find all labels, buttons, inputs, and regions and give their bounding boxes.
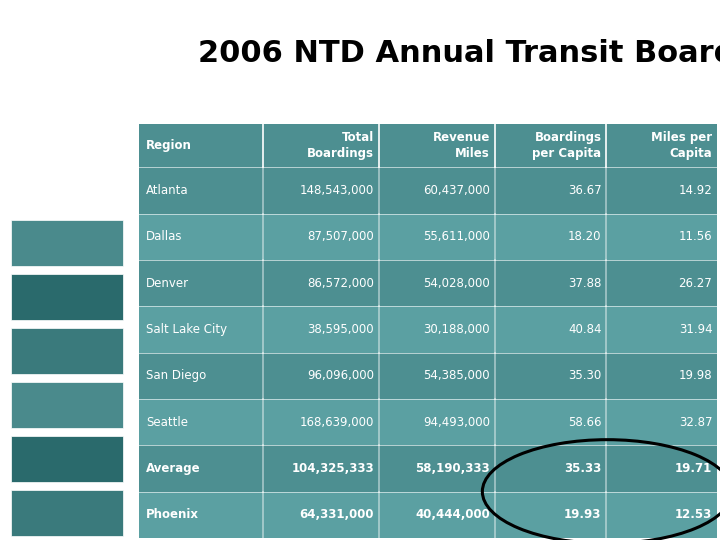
Text: 14.92: 14.92: [679, 184, 712, 197]
Text: 36.67: 36.67: [568, 184, 601, 197]
Text: Boardings
per Capita: Boardings per Capita: [532, 131, 601, 160]
Text: 11.56: 11.56: [679, 230, 712, 243]
Text: 60,437,000: 60,437,000: [423, 184, 490, 197]
Text: 38,595,000: 38,595,000: [307, 323, 374, 336]
Bar: [139, 446, 717, 491]
Text: 86,572,000: 86,572,000: [307, 276, 374, 289]
Bar: [139, 399, 717, 446]
Text: 96,096,000: 96,096,000: [307, 369, 374, 382]
Text: Average: Average: [146, 462, 201, 475]
Text: Region: Region: [146, 139, 192, 152]
Bar: [139, 260, 717, 306]
Text: Dallas: Dallas: [146, 230, 183, 243]
Bar: [139, 167, 717, 213]
Bar: [11, 328, 122, 374]
Bar: [11, 490, 122, 536]
Bar: [11, 220, 122, 266]
Bar: [11, 436, 122, 482]
Text: 19.71: 19.71: [675, 462, 712, 475]
Bar: [139, 491, 717, 538]
Text: 32.87: 32.87: [679, 416, 712, 429]
Text: 104,325,333: 104,325,333: [292, 462, 374, 475]
Text: 19.98: 19.98: [679, 369, 712, 382]
Bar: [139, 213, 717, 260]
Text: Seattle: Seattle: [146, 416, 188, 429]
Text: 37.88: 37.88: [568, 276, 601, 289]
Text: 35.30: 35.30: [568, 369, 601, 382]
Text: 40.84: 40.84: [568, 323, 601, 336]
Text: 58.66: 58.66: [568, 416, 601, 429]
Text: San Diego: San Diego: [146, 369, 207, 382]
Text: 168,639,000: 168,639,000: [300, 416, 374, 429]
Text: 54,385,000: 54,385,000: [423, 369, 490, 382]
Bar: [139, 306, 717, 353]
Text: Miles per
Capita: Miles per Capita: [652, 131, 712, 160]
Text: 54,028,000: 54,028,000: [423, 276, 490, 289]
Bar: [11, 382, 122, 428]
Text: 58,190,333: 58,190,333: [415, 462, 490, 475]
Bar: [11, 274, 122, 320]
Text: 55,611,000: 55,611,000: [423, 230, 490, 243]
Text: Atlanta: Atlanta: [146, 184, 189, 197]
Text: 64,331,000: 64,331,000: [300, 508, 374, 521]
Text: 26.27: 26.27: [679, 276, 712, 289]
Text: 12.53: 12.53: [675, 508, 712, 521]
Bar: [139, 353, 717, 399]
Text: Phoenix: Phoenix: [146, 508, 199, 521]
Text: 19.93: 19.93: [564, 508, 601, 521]
Text: 31.94: 31.94: [679, 323, 712, 336]
Text: 35.33: 35.33: [564, 462, 601, 475]
Bar: [139, 124, 717, 167]
Text: 18.20: 18.20: [568, 230, 601, 243]
Text: Salt Lake City: Salt Lake City: [146, 323, 228, 336]
Text: 2006 NTD Annual Transit Boardings: 2006 NTD Annual Transit Boardings: [198, 39, 720, 69]
Text: 30,188,000: 30,188,000: [423, 323, 490, 336]
Text: 40,444,000: 40,444,000: [415, 508, 490, 521]
Text: 87,507,000: 87,507,000: [307, 230, 374, 243]
Text: Revenue
Miles: Revenue Miles: [433, 131, 490, 160]
Text: Denver: Denver: [146, 276, 189, 289]
Text: 94,493,000: 94,493,000: [423, 416, 490, 429]
Text: Total
Boardings: Total Boardings: [307, 131, 374, 160]
Text: 148,543,000: 148,543,000: [300, 184, 374, 197]
